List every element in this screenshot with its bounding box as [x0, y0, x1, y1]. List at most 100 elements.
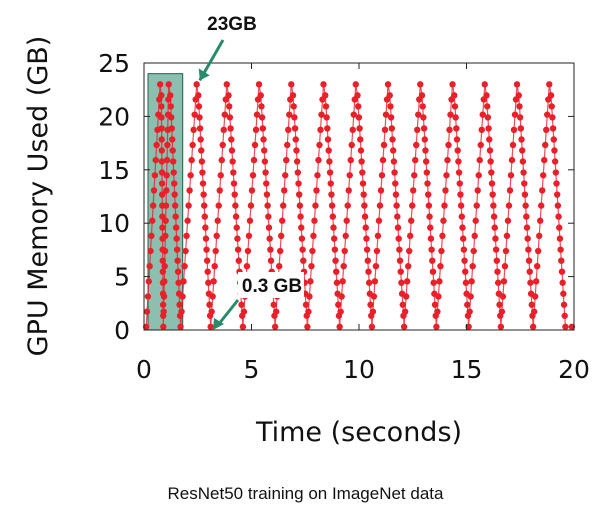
memory-point: [434, 308, 441, 315]
memory-point: [487, 158, 494, 165]
memory-point: [328, 202, 336, 209]
memory-point: [159, 268, 167, 275]
memory-point: [292, 136, 299, 143]
memory-point: [377, 187, 385, 194]
memory-point: [559, 279, 566, 286]
memory-point: [505, 202, 513, 209]
memory-point: [523, 213, 530, 220]
memory-point: [556, 235, 564, 242]
memory-point: [159, 301, 167, 308]
memory-point: [464, 301, 471, 308]
memory-point: [328, 191, 335, 198]
memory-point: [315, 156, 322, 164]
memory-point: [325, 147, 332, 154]
memory-point: [528, 301, 535, 308]
memory-point: [410, 187, 417, 194]
memory-point: [305, 308, 312, 315]
memory-point: [519, 158, 527, 165]
memory-point: [378, 172, 386, 179]
memory-point: [357, 136, 364, 143]
memory-point: [246, 217, 254, 224]
memory-point: [226, 103, 233, 110]
memory-point: [145, 278, 152, 285]
memory-point: [202, 224, 209, 231]
memory-point: [525, 246, 532, 253]
memory-point: [171, 202, 179, 209]
memory-point: [165, 81, 172, 88]
memory-point: [255, 81, 263, 88]
memory-point: [513, 81, 521, 88]
annotation-peak-label: 23GB: [207, 14, 257, 35]
memory-point: [160, 323, 167, 330]
memory-point: [423, 169, 431, 176]
memory-point: [547, 92, 555, 99]
memory-point: [291, 125, 299, 132]
memory-point: [399, 301, 406, 308]
memory-point: [553, 191, 561, 198]
memory-point: [467, 293, 474, 300]
memory-point: [265, 213, 272, 220]
memory-point: [163, 172, 170, 179]
x-axis: 0 5 10 15 20: [136, 63, 590, 384]
memory-point: [537, 217, 544, 224]
memory-point: [245, 232, 253, 240]
annotation-layer: 23GB 0.3 GB: [198, 14, 304, 330]
memory-point: [553, 180, 560, 187]
memory-point: [312, 202, 319, 209]
memory-point: [449, 81, 456, 88]
memory-point: [465, 323, 472, 330]
memory-point: [258, 114, 266, 121]
memory-point: [390, 147, 397, 154]
memory-point: [544, 111, 551, 118]
memory-point: [167, 103, 174, 110]
memory-point: [151, 172, 159, 179]
memory-point: [471, 232, 478, 240]
memory-point: [342, 232, 349, 240]
x-tick-label: 5: [244, 355, 260, 384]
memory-point: [503, 232, 511, 240]
memory-point: [411, 172, 418, 179]
memory-point: [404, 262, 412, 270]
memory-point: [509, 141, 517, 149]
memory-point: [370, 293, 378, 300]
memory-point: [196, 114, 203, 121]
memory-point: [392, 191, 400, 198]
memory-point: [462, 279, 470, 286]
memory-point: [293, 147, 300, 154]
memory-point: [184, 217, 191, 224]
memory-point: [427, 224, 434, 231]
memory-point: [371, 278, 379, 285]
memory-point: [380, 141, 388, 149]
memory-point: [354, 92, 361, 99]
series-layer: [142, 81, 576, 330]
memory-point: [445, 141, 452, 149]
memory-point: [365, 268, 372, 275]
memory-point: [232, 213, 240, 220]
memory-point: [233, 224, 240, 231]
memory-point: [230, 169, 237, 176]
memory-point: [158, 103, 165, 110]
memory-point: [289, 92, 297, 99]
memory-point: [199, 169, 206, 176]
memory-point: [162, 217, 169, 224]
memory-point: [263, 191, 271, 198]
memory-point: [492, 246, 500, 253]
y-tick-label: 25: [98, 49, 130, 78]
memory-point: [384, 81, 392, 88]
memory-point: [240, 308, 248, 315]
memory-point: [214, 217, 221, 224]
memory-point: [270, 301, 277, 308]
memory-point: [309, 247, 316, 255]
memory-point: [338, 293, 345, 300]
annotation-trough-arrow: [216, 299, 240, 326]
x-axis-label: Time (seconds): [255, 417, 462, 448]
y-axis-label: GPU Memory Used (GB): [23, 36, 54, 357]
memory-point: [330, 235, 338, 242]
memory-point: [472, 217, 479, 224]
memory-point: [253, 111, 261, 118]
memory-point: [219, 141, 226, 149]
memory-point: [333, 279, 341, 286]
memory-point: [558, 257, 565, 264]
memory-point: [486, 147, 494, 154]
memory-point: [169, 136, 176, 143]
